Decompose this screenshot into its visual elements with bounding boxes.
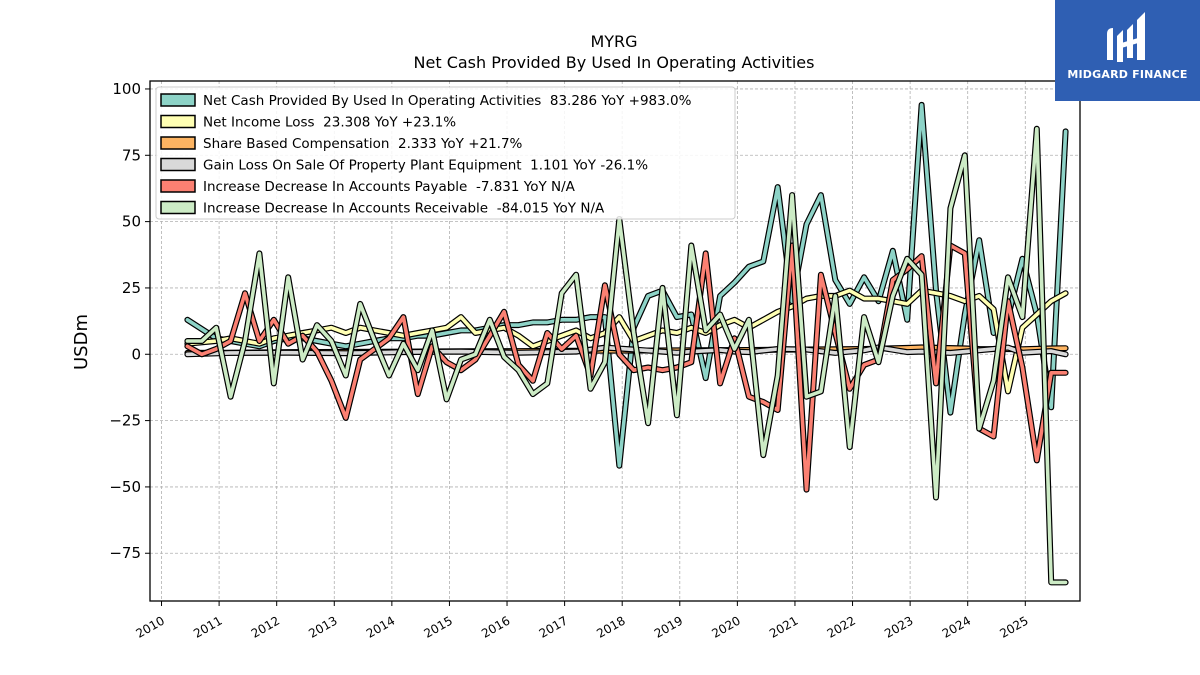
x-tick-label: 2022: [825, 613, 858, 640]
x-tick-label: 2010: [134, 613, 167, 640]
legend-swatch: [160, 114, 196, 129]
legend-swatch: [160, 93, 196, 107]
y-tick-label: −25: [109, 412, 141, 430]
y-tick-label: 50: [122, 213, 141, 231]
legend-label: Net Cash Provided By Used In Operating A…: [203, 93, 692, 109]
x-tick-label: 2023: [882, 613, 915, 640]
legend: Net Cash Provided By Used In Operating A…: [155, 86, 736, 220]
x-tick-label: 2024: [940, 613, 973, 640]
x-axis: 2010 2011 2012 2013 2014 2015 2016 2017 2018 2019…: [134, 601, 1031, 641]
y-axis-label: USDm: [71, 314, 92, 370]
x-tick-label: 2020: [709, 613, 742, 640]
legend-swatch: [160, 200, 196, 215]
y-tick-label: 100: [112, 80, 141, 98]
x-tick-label: 2021: [767, 613, 800, 640]
logo-mark-icon: [1107, 12, 1145, 62]
legend-label: Net Income Loss 23.308 YoY +23.1%: [203, 115, 456, 131]
chart-title: MYRG: [590, 32, 637, 51]
y-tick-label: 75: [122, 146, 141, 164]
y-tick-label: −75: [109, 544, 141, 562]
plot-frame: [149, 80, 1081, 602]
x-tick-label: 2018: [594, 613, 627, 640]
x-tick-label: 2019: [652, 613, 685, 640]
x-tick-label: 2025: [997, 613, 1030, 640]
legend-label: Increase Decrease In Accounts Receivable…: [203, 201, 605, 217]
y-tick-label: −50: [109, 478, 141, 496]
y-tick-label: 0: [131, 345, 141, 363]
legend-swatch: [160, 179, 196, 193]
legend-label: Share Based Compensation 2.333 YoY +21.7…: [203, 136, 523, 152]
series-line-5: [185, 127, 1068, 585]
midgard-finance-logo: MIDGARD FINANCE: [1055, 0, 1200, 101]
x-tick-label: 2013: [306, 613, 339, 640]
x-tick-label: 2017: [537, 613, 570, 640]
x-tick-label: 2014: [364, 613, 397, 640]
y-axis: −75 −50 −25 0 25 50 75 100: [109, 80, 150, 562]
series-line-4: [185, 243, 1068, 492]
legend-label: Increase Decrease In Accounts Payable -7…: [203, 179, 576, 195]
series-group: [184, 101, 1069, 586]
legend-label: Gain Loss On Sale Of Property Plant Equi…: [203, 158, 648, 174]
legend-box: [155, 86, 736, 220]
y-tick-label: 25: [122, 279, 141, 297]
legend-swatch: [160, 136, 196, 150]
x-tick-label: 2016: [479, 613, 512, 640]
logo-text: MIDGARD FINANCE: [1067, 68, 1188, 81]
chart-subtitle: Net Cash Provided By Used In Operating A…: [414, 53, 815, 72]
legend-swatch: [160, 157, 196, 172]
x-tick-label: 2011: [191, 613, 224, 640]
x-tick-label: 2012: [249, 613, 282, 640]
x-tick-label: 2015: [421, 613, 454, 640]
